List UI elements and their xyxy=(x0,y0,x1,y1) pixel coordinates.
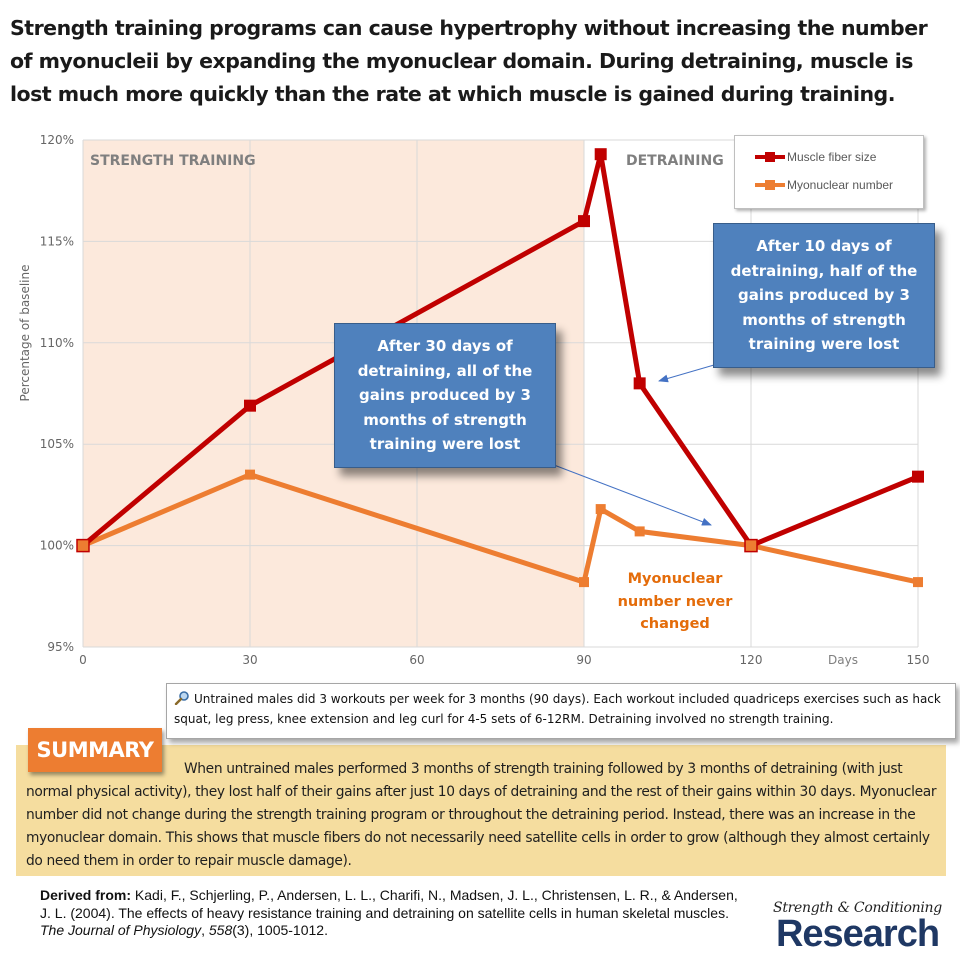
y-axis-label: Percentage of baseline xyxy=(18,265,32,402)
note-line: Myonuclear xyxy=(627,571,723,587)
legend-item-myonuclear: Myonuclear number xyxy=(755,178,893,192)
callout-30-days: After 30 days of detraining, all of the … xyxy=(334,323,556,468)
callout-line: training were lost xyxy=(369,435,521,454)
myonuclear-point xyxy=(595,504,606,515)
callout-30-pointer xyxy=(553,464,712,526)
legend-label-muscle-fiber: Muscle fiber size xyxy=(787,150,877,164)
citation-label: Derived from: xyxy=(40,887,132,903)
y-tick-label: 100% xyxy=(40,539,74,553)
myonuclear-point xyxy=(245,469,255,480)
callout-line: months of strength xyxy=(742,310,906,329)
myonuclear-point xyxy=(579,577,589,588)
y-tick-label: 105% xyxy=(40,437,74,451)
callout-line: After 30 days of xyxy=(377,337,513,356)
callout-line: detraining, all of the xyxy=(357,361,533,380)
logo-research-text: Research xyxy=(775,913,940,955)
x-tick-label: 150 xyxy=(907,653,930,667)
citation-issue-pages: (3), 1005-1012. xyxy=(232,922,328,938)
muscle-fiber-point xyxy=(633,377,646,390)
callout-10-days: After 10 days of detraining, half of the… xyxy=(713,223,935,368)
magnifier-icon xyxy=(174,691,189,705)
summary-text: When untrained males performed 3 months … xyxy=(26,761,937,869)
region-label-strength-training: STRENGTH TRAINING xyxy=(90,153,256,169)
muscle-fiber-point xyxy=(594,148,607,161)
summary-box xyxy=(16,745,946,876)
study-info-box: Untrained males did 3 workouts per week … xyxy=(166,683,956,739)
callout-10-pointer xyxy=(658,364,715,383)
myonuclear-point xyxy=(634,526,645,537)
citation: Derived from: Kadi, F., Schjerling, P., … xyxy=(40,887,740,940)
callout-line: months of strength xyxy=(363,410,527,429)
x-tick-label: 90 xyxy=(576,653,591,667)
region-label-detraining: DETRAINING xyxy=(626,153,724,169)
callout-line: gains produced by 3 xyxy=(359,386,531,405)
x-tick-label: 0 xyxy=(79,653,87,667)
myonuclear-point xyxy=(913,577,923,588)
legend-label-myonuclear: Myonuclear number xyxy=(787,178,894,192)
citation-volume: 558 xyxy=(208,922,233,938)
callout-line: detraining, half of the xyxy=(730,261,918,280)
callout-line: training were lost xyxy=(748,335,900,354)
logo-script-text: Strength & Conditioning xyxy=(773,900,942,916)
chart-legend: Muscle fiber size Myonuclear number xyxy=(734,135,924,209)
callout-line: gains produced by 3 xyxy=(738,286,910,305)
x-tick-label: 30 xyxy=(242,653,257,667)
study-info-text: Untrained males did 3 workouts per week … xyxy=(174,692,941,726)
overlap-point xyxy=(76,538,90,553)
y-tick-label: 95% xyxy=(47,640,74,654)
y-tick-label: 120% xyxy=(40,133,74,147)
muscle-fiber-point xyxy=(578,215,590,228)
x-axis-label: Days xyxy=(828,653,858,667)
myonuclear-note: Myonuclear number never changed xyxy=(600,568,750,636)
x-tick-label: 60 xyxy=(409,653,424,667)
legend-item-muscle-fiber: Muscle fiber size xyxy=(755,150,876,164)
summary-badge: SUMMARY xyxy=(28,728,162,772)
legend-swatch-myonuclear xyxy=(755,180,785,190)
brand-logo: Strength & Conditioning Research xyxy=(765,900,950,955)
citation-separator: , xyxy=(201,922,209,938)
legend-swatch-muscle-fiber xyxy=(755,152,785,162)
note-line: changed xyxy=(640,616,710,632)
callout-line: After 10 days of xyxy=(756,237,892,256)
muscle-fiber-point xyxy=(244,399,256,412)
x-tick-label: 120 xyxy=(740,653,763,667)
y-tick-label: 115% xyxy=(40,234,74,248)
overlap-point xyxy=(744,538,758,553)
muscle-fiber-point xyxy=(912,470,924,483)
note-line: number never xyxy=(617,593,733,610)
citation-journal: The Journal of Physiology xyxy=(40,922,202,938)
citation-authors-title: Kadi, F., Schjerling, P., Andersen, L. L… xyxy=(40,887,738,921)
headline: Strength training programs can cause hyp… xyxy=(10,16,928,106)
y-tick-label: 110% xyxy=(40,336,74,350)
